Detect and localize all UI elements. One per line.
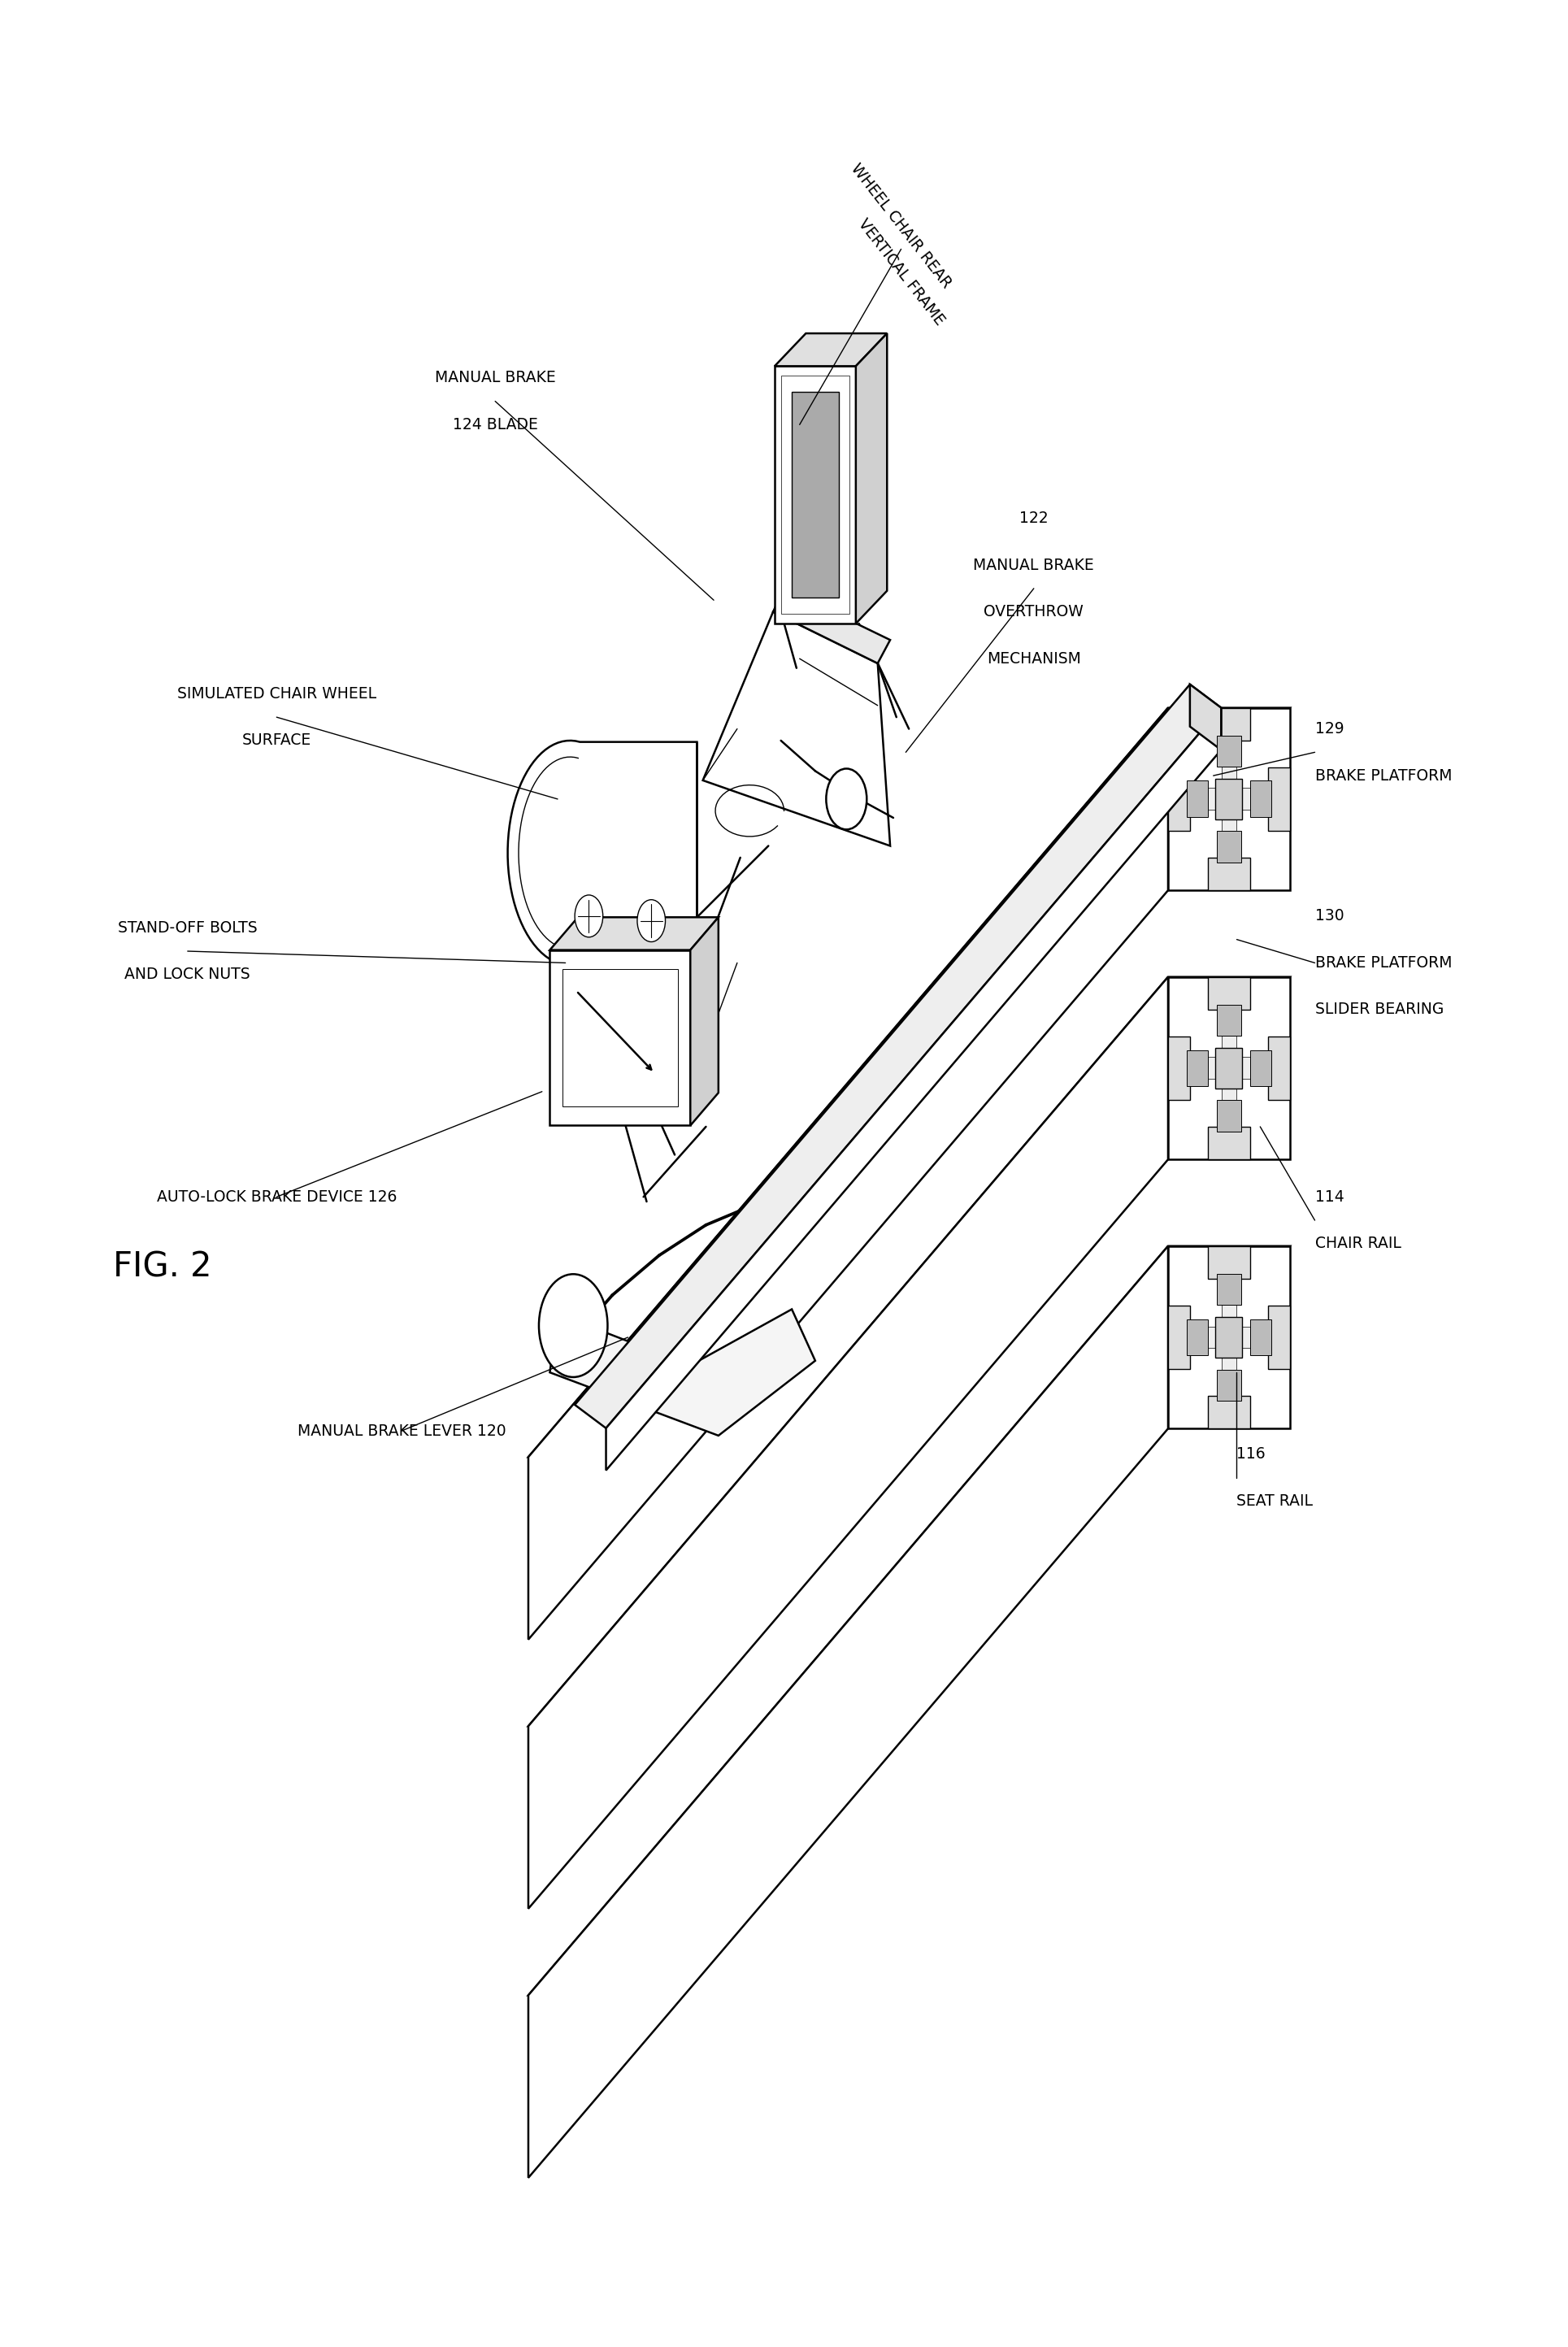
Text: OVERTHROW: OVERTHROW (983, 603, 1083, 620)
Polygon shape (550, 918, 718, 951)
Text: VERTICAL FRAME: VERTICAL FRAME (855, 216, 947, 329)
Polygon shape (1250, 1319, 1272, 1357)
Text: AND LOCK NUTS: AND LOCK NUTS (125, 967, 251, 983)
Circle shape (539, 1274, 607, 1378)
Polygon shape (528, 976, 1168, 1908)
Polygon shape (528, 976, 1290, 1725)
Text: SIMULATED CHAIR WHEEL: SIMULATED CHAIR WHEEL (177, 685, 376, 702)
Polygon shape (1215, 1317, 1242, 1357)
Polygon shape (1217, 1368, 1242, 1401)
Polygon shape (605, 709, 1221, 1469)
Polygon shape (702, 613, 891, 845)
Polygon shape (550, 1310, 815, 1436)
Polygon shape (1221, 1035, 1236, 1101)
Text: SEAT RAIL: SEAT RAIL (1237, 1493, 1312, 1509)
Polygon shape (1215, 1049, 1242, 1089)
Text: MECHANISM: MECHANISM (986, 650, 1080, 667)
Polygon shape (508, 742, 696, 965)
Polygon shape (528, 709, 1290, 1457)
Text: CHAIR RAIL: CHAIR RAIL (1316, 1237, 1400, 1251)
Polygon shape (1217, 831, 1242, 861)
Polygon shape (1187, 1319, 1207, 1357)
Polygon shape (1269, 1037, 1290, 1101)
Polygon shape (1269, 1305, 1290, 1368)
Polygon shape (1215, 779, 1242, 819)
Text: 124 BLADE: 124 BLADE (453, 418, 538, 432)
Polygon shape (1269, 767, 1290, 831)
Polygon shape (856, 333, 887, 624)
Polygon shape (1168, 767, 1190, 831)
Text: 116: 116 (1237, 1446, 1265, 1462)
Polygon shape (775, 333, 887, 366)
Polygon shape (1217, 737, 1242, 767)
Polygon shape (1168, 1246, 1290, 1429)
Text: BRAKE PLATFORM: BRAKE PLATFORM (1316, 767, 1452, 784)
Text: SURFACE: SURFACE (241, 732, 312, 749)
Polygon shape (1168, 1305, 1190, 1368)
Text: 122: 122 (1019, 512, 1049, 526)
Polygon shape (1207, 709, 1250, 742)
Polygon shape (1207, 1127, 1250, 1159)
Polygon shape (528, 1246, 1168, 2178)
Polygon shape (1190, 685, 1221, 751)
Text: STAND-OFF BOLTS: STAND-OFF BOLTS (118, 920, 257, 936)
Text: BRAKE PLATFORM: BRAKE PLATFORM (1316, 955, 1452, 972)
Polygon shape (1207, 976, 1250, 1009)
Polygon shape (1187, 1049, 1207, 1087)
Text: WHEEL CHAIR REAR: WHEEL CHAIR REAR (848, 160, 955, 291)
Polygon shape (1217, 1274, 1242, 1305)
Polygon shape (1221, 1305, 1236, 1368)
Polygon shape (775, 366, 856, 624)
Text: 114: 114 (1316, 1190, 1344, 1204)
Polygon shape (1187, 782, 1207, 817)
Polygon shape (690, 918, 718, 1127)
Polygon shape (550, 951, 690, 1127)
Polygon shape (1168, 976, 1290, 1159)
Text: 130: 130 (1316, 908, 1344, 925)
Text: SLIDER BEARING: SLIDER BEARING (1316, 1002, 1444, 1016)
Polygon shape (1207, 789, 1250, 810)
Polygon shape (1207, 857, 1250, 890)
Text: MANUAL BRAKE LEVER 120: MANUAL BRAKE LEVER 120 (298, 1422, 506, 1439)
Polygon shape (1168, 1037, 1190, 1101)
Polygon shape (1207, 1056, 1250, 1080)
Polygon shape (1207, 1326, 1250, 1347)
Polygon shape (1168, 709, 1290, 890)
Circle shape (826, 767, 867, 828)
Polygon shape (1217, 1101, 1242, 1131)
Polygon shape (1217, 1005, 1242, 1035)
Text: MANUAL BRAKE: MANUAL BRAKE (434, 371, 555, 385)
Polygon shape (1250, 1049, 1272, 1087)
Polygon shape (575, 685, 1221, 1429)
Polygon shape (773, 589, 891, 664)
Circle shape (575, 894, 604, 936)
Polygon shape (792, 392, 839, 598)
Text: FIG. 2: FIG. 2 (113, 1251, 212, 1284)
Polygon shape (1250, 782, 1272, 817)
Text: AUTO-LOCK BRAKE DEVICE 126: AUTO-LOCK BRAKE DEVICE 126 (157, 1190, 397, 1204)
Circle shape (637, 899, 665, 941)
Text: 129: 129 (1316, 721, 1344, 737)
Text: MANUAL BRAKE: MANUAL BRAKE (974, 556, 1094, 573)
Polygon shape (1221, 767, 1236, 831)
Polygon shape (528, 1246, 1290, 1995)
Polygon shape (1207, 1396, 1250, 1429)
Polygon shape (528, 709, 1168, 1641)
Polygon shape (1207, 1246, 1250, 1279)
